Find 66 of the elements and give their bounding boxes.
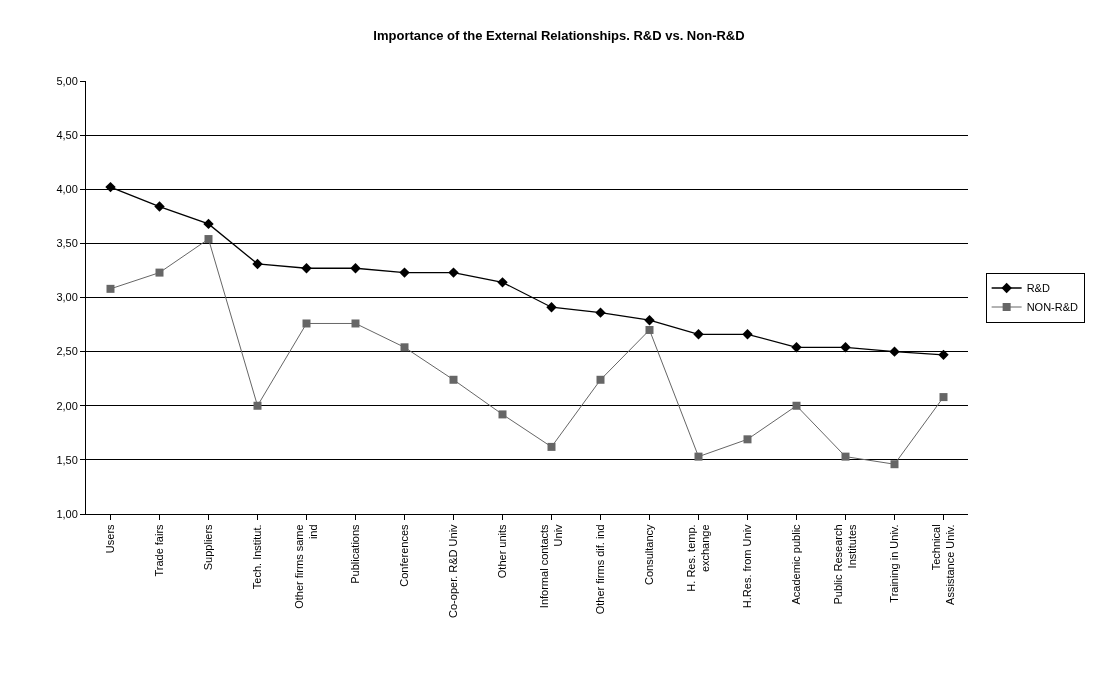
- point: [497, 277, 508, 288]
- point: [154, 201, 165, 212]
- point: [498, 410, 507, 419]
- chart-title: Importance of the External Relationships. R&D vs. Non-R&D: [373, 28, 745, 44]
- point: [596, 375, 605, 384]
- legend-label: R&D: [1026, 282, 1050, 295]
- point: [841, 452, 850, 461]
- point: [792, 401, 801, 410]
- point: [694, 452, 703, 461]
- point: [547, 442, 556, 451]
- x-tick-label: Users: [104, 523, 117, 554]
- point: [645, 325, 654, 334]
- point: [546, 302, 557, 313]
- x-tick-label: Suppliers: [202, 523, 215, 571]
- x-tick-label: H.Res. from Univ: [741, 523, 754, 609]
- y-tick-label: 4,00: [56, 183, 78, 196]
- point: [252, 258, 263, 270]
- x-tick-label: Academic public: [790, 523, 803, 605]
- y-tick-label: 4,50: [56, 128, 78, 141]
- y-tick-label: 1,00: [56, 507, 78, 520]
- point: [449, 375, 458, 384]
- point: [742, 329, 753, 340]
- point: [400, 343, 409, 352]
- x-tick-label: Public Research Institutes: [831, 523, 859, 605]
- point: [595, 307, 606, 318]
- point: [939, 393, 948, 402]
- point: [351, 319, 360, 328]
- point: [791, 342, 802, 353]
- point: [106, 284, 115, 293]
- point: [938, 349, 949, 361]
- point: [204, 235, 213, 244]
- point: [644, 315, 655, 326]
- y-tick-label: 2,50: [56, 345, 78, 358]
- point: [889, 346, 900, 357]
- y-tick-label: 1,50: [56, 453, 78, 466]
- x-tick-label: Trade fairs: [153, 523, 166, 577]
- x-tick-label: Tech. Institut.: [251, 524, 264, 590]
- legend-label: NON-R&D: [1026, 301, 1079, 314]
- point: [105, 181, 116, 193]
- point: [448, 267, 459, 278]
- point: [301, 263, 312, 274]
- x-tick-label: H. Res. temp. exchange: [684, 524, 712, 592]
- point: [155, 268, 164, 277]
- x-tick-label: Technical Assistance Univ.: [929, 524, 957, 605]
- point: [840, 342, 851, 353]
- x-tick-label: Consultancy: [643, 523, 656, 585]
- point: [302, 319, 311, 328]
- y-tick-label: 3,00: [56, 291, 78, 304]
- point: [743, 435, 752, 444]
- x-tick-label: Co-oper. R&D Univ: [447, 523, 460, 618]
- y-tick-label: 3,50: [56, 237, 78, 250]
- point: [203, 218, 214, 230]
- x-tick-label: Other firms dif. ind: [594, 524, 607, 615]
- y-tick-label: 5,00: [56, 74, 78, 87]
- x-tick-label: Conferences: [398, 523, 411, 587]
- point: [350, 263, 361, 274]
- point: [399, 267, 410, 278]
- x-tick-label: Other units: [496, 523, 509, 579]
- point: [890, 460, 899, 469]
- x-tick-label: Other firms same ind: [292, 524, 320, 609]
- x-tick-label: Publications: [349, 523, 362, 584]
- x-tick-label: Training in Univ.: [888, 524, 901, 603]
- point: [693, 329, 704, 340]
- y-tick-label: 2,00: [56, 399, 78, 412]
- x-tick-label: Informal contacts Univ: [537, 523, 565, 609]
- point: [253, 401, 262, 410]
